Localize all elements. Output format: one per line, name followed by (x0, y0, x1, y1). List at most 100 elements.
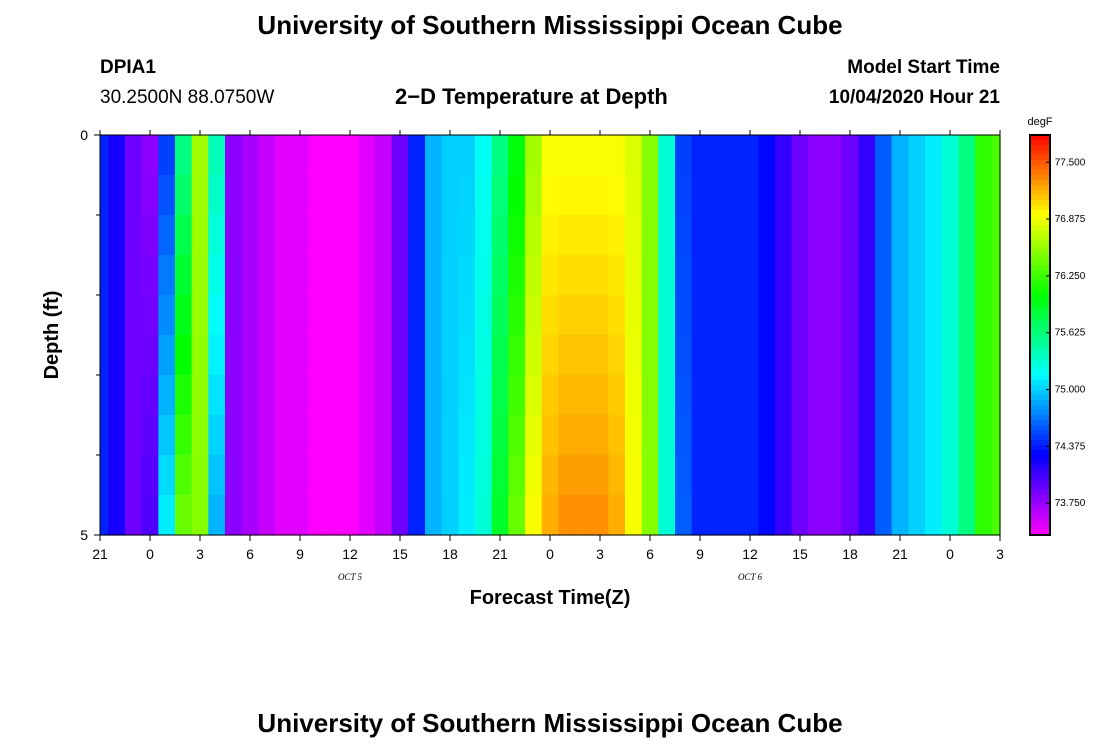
heatmap-cell (141, 175, 159, 216)
heatmap-cell (241, 295, 259, 336)
colorbar-swatch (1030, 335, 1050, 341)
colorbar-swatch (1030, 350, 1050, 356)
heatmap-cell (858, 175, 876, 216)
heatmap-cell (125, 135, 143, 176)
heatmap-cell (158, 215, 176, 256)
heatmap-cell (241, 375, 259, 416)
heatmap-cell (675, 335, 693, 376)
heatmap-cell (358, 455, 376, 496)
heatmap-cell (925, 335, 943, 376)
x-tick-label: 6 (246, 546, 254, 562)
heatmap-cell (891, 495, 909, 536)
colorbar-swatch (1030, 475, 1050, 481)
heatmap-cell (558, 215, 576, 256)
heatmap-cell (741, 335, 759, 376)
heatmap-cell (641, 175, 659, 216)
heatmap-cell (425, 455, 443, 496)
heatmap-cell (375, 135, 393, 176)
heatmap-cell (441, 335, 459, 376)
x-tick-label: 0 (946, 546, 954, 562)
heatmap-cell (275, 135, 293, 176)
colorbar-tick-label: 76.875 (1055, 214, 1086, 225)
heatmap-cell (658, 255, 676, 296)
heatmap-cell (225, 335, 243, 376)
colorbar-swatch (1030, 300, 1050, 306)
heatmap-cell (891, 255, 909, 296)
heatmap-cell (175, 375, 193, 416)
heatmap-cell (241, 495, 259, 536)
heatmap-cell (658, 455, 676, 496)
heatmap-cell (125, 415, 143, 456)
heatmap-cell (775, 215, 793, 256)
heatmap-cell (158, 375, 176, 416)
heatmap-cell (725, 295, 743, 336)
heatmap-cell (808, 455, 826, 496)
heatmap-cell (425, 495, 443, 536)
heatmap-cell (525, 375, 543, 416)
heatmap-cell (291, 215, 309, 256)
heatmap-cell (208, 455, 226, 496)
heatmap-cell (841, 495, 859, 536)
heatmap-cell (891, 215, 909, 256)
heatmap-cell (825, 375, 843, 416)
colorbar-swatch (1030, 435, 1050, 441)
heatmap-cell (841, 335, 859, 376)
heatmap-cell (358, 415, 376, 456)
x-tick-label: 15 (792, 546, 808, 562)
heatmap-cell (925, 295, 943, 336)
heatmap-cell (208, 415, 226, 456)
colorbar-swatch (1030, 230, 1050, 236)
heatmap-cell (258, 135, 276, 176)
heatmap-cell (825, 455, 843, 496)
heatmap-cell (625, 215, 643, 256)
heatmap-cell (325, 455, 343, 496)
heatmap-cell (258, 175, 276, 216)
heatmap-cell (808, 415, 826, 456)
heatmap-cell (458, 335, 476, 376)
heatmap-cell (108, 455, 126, 496)
heatmap-cell (258, 295, 276, 336)
heatmap-cell (658, 375, 676, 416)
heatmap-cell (558, 415, 576, 456)
colorbar-swatch (1030, 530, 1050, 536)
heatmap-cell (391, 455, 409, 496)
heatmap-cell (708, 375, 726, 416)
heatmap-cell (125, 215, 143, 256)
colorbar-swatch (1030, 225, 1050, 231)
heatmap-cell (375, 495, 393, 536)
heatmap-cell (825, 335, 843, 376)
heatmap-cell (258, 455, 276, 496)
heatmap-cell (875, 495, 893, 536)
heatmap-cell (291, 375, 309, 416)
heatmap-cell (158, 455, 176, 496)
heatmap-cell (325, 335, 343, 376)
heatmap-cell (408, 495, 426, 536)
heatmap-cell (775, 255, 793, 296)
heatmap-cell (908, 495, 926, 536)
heatmap-cell (675, 415, 693, 456)
heatmap-cell (475, 175, 493, 216)
heatmap-cell (891, 335, 909, 376)
heatmap-cell (891, 375, 909, 416)
heatmap-cell (758, 455, 776, 496)
heatmap-cell (808, 375, 826, 416)
heatmap-cell (475, 295, 493, 336)
heatmap-cell (825, 495, 843, 536)
heatmap-cell (741, 375, 759, 416)
heatmap-cell (975, 335, 993, 376)
heatmap-cell (191, 295, 209, 336)
heatmap-cell (841, 455, 859, 496)
heatmap-cell (741, 295, 759, 336)
colorbar-swatch (1030, 165, 1050, 171)
colorbar-swatch (1030, 370, 1050, 376)
x-tick-label: 21 (492, 546, 508, 562)
colorbar-swatch (1030, 495, 1050, 501)
heatmap-cell (491, 175, 509, 216)
x-axis-label: Forecast Time(Z) (470, 587, 631, 609)
heatmap-cell (791, 415, 809, 456)
heatmap-cells (100, 135, 1001, 536)
colorbar-swatch (1030, 425, 1050, 431)
heatmap-cell (691, 335, 709, 376)
heatmap-cell (541, 175, 559, 216)
heatmap-cell (841, 175, 859, 216)
